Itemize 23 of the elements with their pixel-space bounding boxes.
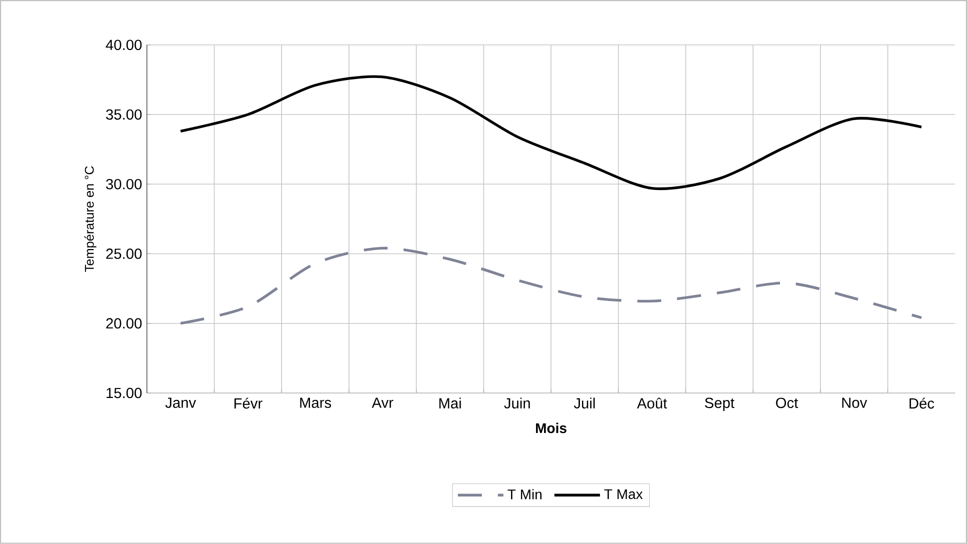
x-tick-label: Nov xyxy=(842,398,868,408)
line-series xyxy=(179,75,923,190)
x-tick-label: Mai xyxy=(439,398,461,409)
x-tick-label: Mars xyxy=(300,398,332,408)
x-tick-label: Juil xyxy=(574,398,595,409)
x-tick-label: Janv xyxy=(165,398,196,408)
y-tick-label: 25.00 xyxy=(106,248,142,259)
y-tick-label: 40.00 xyxy=(106,40,142,50)
x-tick-label: Juin xyxy=(504,398,530,409)
y-tick-label: 30.00 xyxy=(106,179,142,190)
y-tick-label: 15.00 xyxy=(106,388,142,398)
y-tick-label: 20.00 xyxy=(106,318,142,329)
x-tick-label: Févr xyxy=(234,398,262,409)
y-tick-label: 35.00 xyxy=(106,109,142,120)
legend-label: T Min xyxy=(508,489,542,500)
y-axis-title: Température en °C xyxy=(84,166,96,272)
x-tick-label: Oct xyxy=(776,398,798,408)
x-tick-label: Avr xyxy=(372,398,394,408)
x-tick-label: Sept xyxy=(704,398,734,412)
legend-label: T Max xyxy=(604,489,643,500)
x-tick-label: Déc xyxy=(910,398,934,409)
x-tick-label: Août xyxy=(636,398,668,409)
x-axis-title: Mois xyxy=(536,422,566,434)
